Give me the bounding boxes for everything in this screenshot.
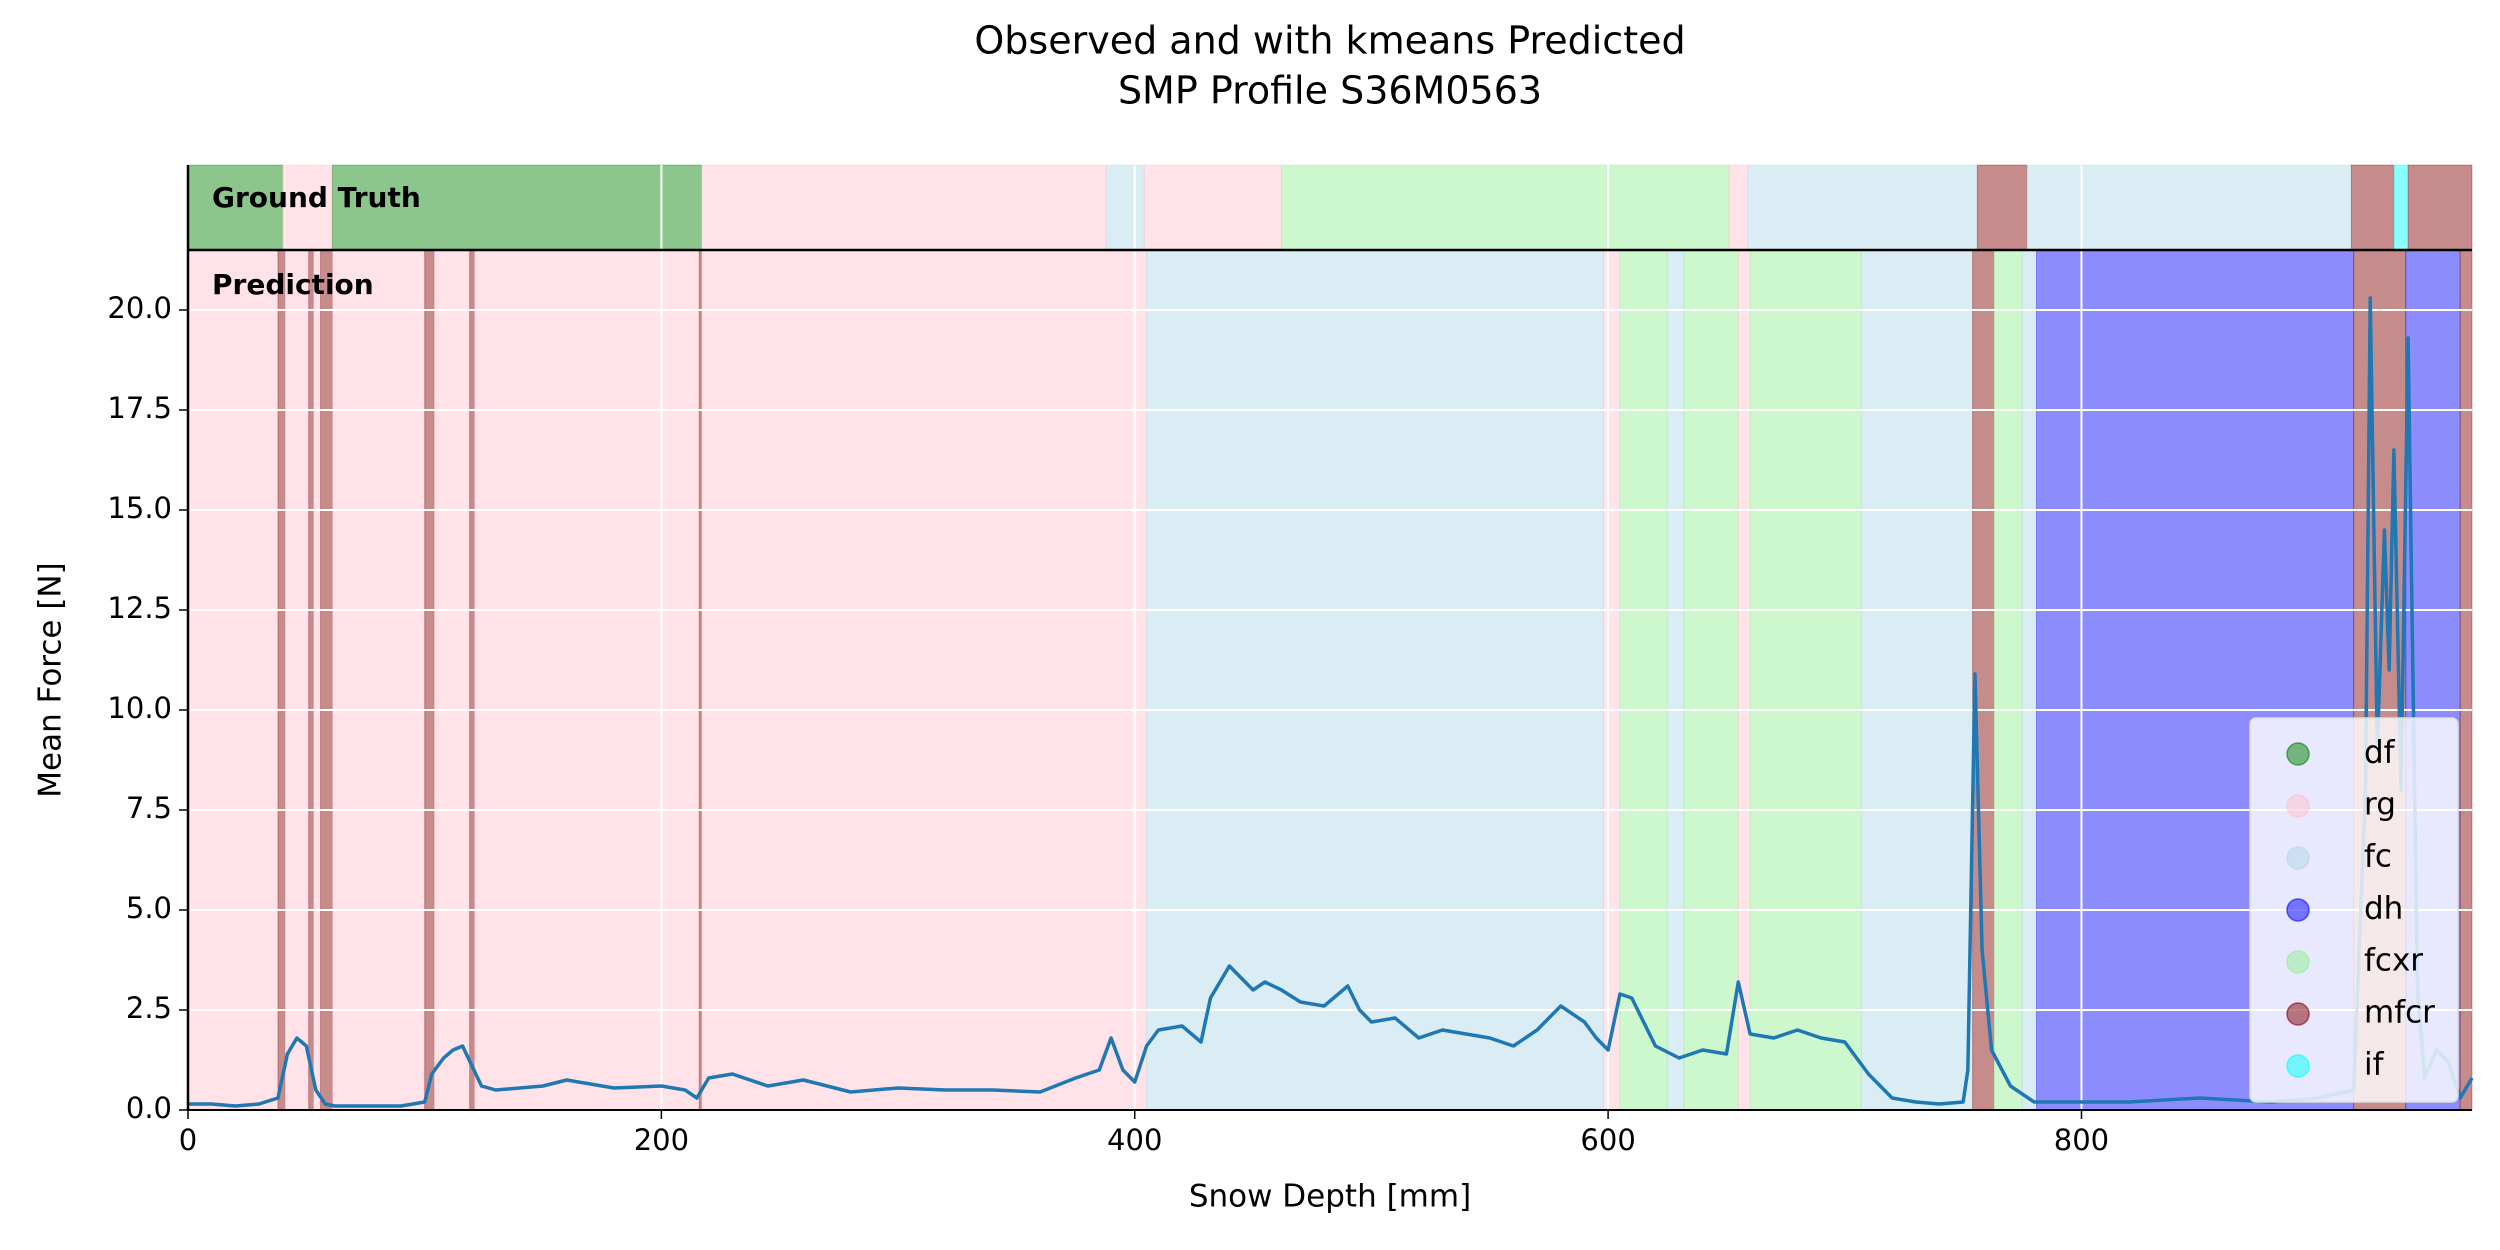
ground_truth-span [1976, 164, 2028, 251]
legend-marker [2286, 950, 2310, 974]
legend-label: dh [2364, 891, 2403, 927]
ground_truth-span [2393, 164, 2409, 251]
y-tick-label: 5.0 [126, 891, 172, 925]
prediction-span [1737, 249, 1751, 1111]
prediction-span [473, 249, 700, 1111]
force-line [188, 296, 2474, 1108]
prediction-span [187, 249, 279, 1111]
y-tick-label: 17.5 [107, 391, 172, 425]
prediction-span [1683, 249, 1739, 1111]
legend-label: fc [2364, 839, 2392, 875]
prediction-span [308, 249, 314, 1111]
prediction-span [433, 249, 471, 1111]
x-tick-label: 400 [1107, 1123, 1162, 1157]
ground_truth-span [1747, 164, 1978, 251]
prediction-span [312, 249, 322, 1111]
prediction-span [469, 249, 475, 1111]
y-tick-label: 12.5 [107, 591, 172, 625]
ground_truth-span [1143, 164, 1282, 251]
prediction-span [277, 249, 286, 1111]
prediction-span [1749, 249, 1862, 1111]
prediction-span [701, 249, 1148, 1111]
prediction-span [320, 249, 333, 1111]
ground_truth-span [1105, 164, 1145, 251]
prediction-span [1146, 249, 1604, 1111]
prediction-span [1619, 249, 1668, 1111]
y-tick-label: 2.5 [126, 991, 172, 1025]
x-tick-label: 600 [1580, 1123, 1635, 1157]
ground_truth-span [2026, 164, 2352, 251]
ground_truth-span [331, 164, 703, 251]
x-tick-label: 200 [634, 1123, 689, 1157]
prediction-span [1666, 249, 1685, 1111]
ground_truth-span [2350, 164, 2395, 251]
prediction-span [2021, 249, 2038, 1111]
prediction-span [2459, 249, 2473, 1111]
ground_truth-span [187, 164, 284, 251]
y-axis-label: Mean Force [N] [33, 562, 69, 797]
legend-label: fcxr [2364, 943, 2423, 979]
ground_truth-span [701, 164, 1107, 251]
ground_truth-span [1280, 164, 1730, 251]
ground_truth-span [282, 164, 333, 251]
legend-marker [2286, 742, 2310, 766]
prediction-span [1993, 249, 2023, 1111]
legend-marker [2286, 1054, 2310, 1078]
y-tick-label: 10.0 [107, 691, 172, 725]
legend-marker [2286, 846, 2310, 870]
prediction-span [284, 249, 310, 1111]
prediction-span [1860, 249, 1974, 1111]
legend-marker [2286, 1002, 2310, 1026]
chart-subtitle: SMP Profile S36M0563 [1118, 69, 1542, 113]
panel-label: Prediction [212, 268, 374, 301]
legend-label: mfcr [2364, 995, 2435, 1031]
prediction-span [424, 249, 435, 1111]
prediction-span [1602, 249, 1621, 1111]
chart-title: Observed and with kmeans Predicted [974, 19, 1685, 63]
legend-box [2249, 717, 2459, 1103]
panel-label: Ground Truth [212, 181, 421, 214]
x-axis-label: Snow Depth [mm] [1189, 1179, 1471, 1215]
y-tick-label: 0.0 [126, 1091, 172, 1125]
legend-marker [2286, 794, 2310, 818]
x-tick-label: 0 [179, 1123, 197, 1157]
y-tick-label: 15.0 [107, 491, 172, 525]
legend-label: if [2364, 1047, 2385, 1083]
legend-label: df [2364, 735, 2396, 771]
y-tick-label: 20.0 [107, 291, 172, 325]
prediction-span [331, 249, 426, 1111]
y-tick-label: 7.5 [126, 791, 172, 825]
legend-label: rg [2364, 787, 2396, 823]
ground_truth-span [1728, 164, 1749, 251]
legend-marker [2286, 898, 2310, 922]
ground_truth-span [2407, 164, 2473, 251]
x-tick-label: 800 [2054, 1123, 2109, 1157]
